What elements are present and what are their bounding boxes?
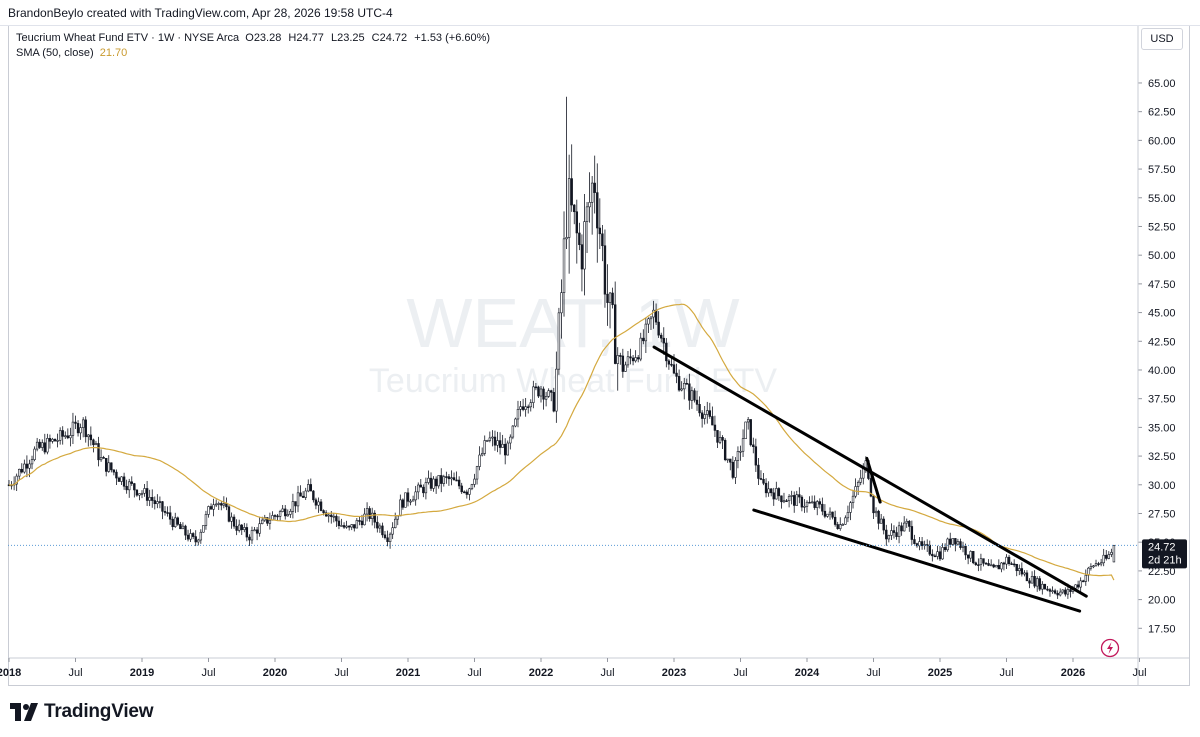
high-value: 24.77: [296, 32, 324, 44]
close-label: C: [371, 32, 380, 44]
chart-caption: BrandonBeylo created with TradingView.co…: [0, 0, 1200, 26]
low-label: L: [330, 32, 338, 44]
currency-button[interactable]: USD: [1141, 28, 1183, 50]
tradingview-logo-icon: [10, 703, 38, 721]
change-value: +1.53 (+6.60%): [414, 32, 491, 44]
footer: [0, 686, 1200, 737]
tradingview-wordmark: TradingView: [44, 701, 154, 722]
low-value: 23.25: [337, 32, 365, 44]
symbol-name[interactable]: Teucrium Wheat Fund ETV · 1W · NYSE Arca: [16, 32, 240, 44]
close-value: 24.72: [379, 32, 408, 44]
chart-frame: [8, 26, 1190, 686]
tradingview-brand[interactable]: TradingView: [10, 701, 154, 723]
open-value: 23.28: [253, 32, 282, 44]
symbol-row: Teucrium Wheat Fund ETV · 1W · NYSE Arca…: [16, 31, 490, 46]
open-label: O: [245, 32, 254, 44]
sma-value: 21.70: [99, 47, 128, 59]
sma-label: SMA (50, close): [16, 47, 94, 59]
high-label: H: [288, 32, 297, 44]
chart-legend: Teucrium Wheat Fund ETV · 1W · NYSE Arca…: [16, 31, 490, 61]
indicator-row[interactable]: SMA (50, close) 21.70: [16, 46, 490, 61]
